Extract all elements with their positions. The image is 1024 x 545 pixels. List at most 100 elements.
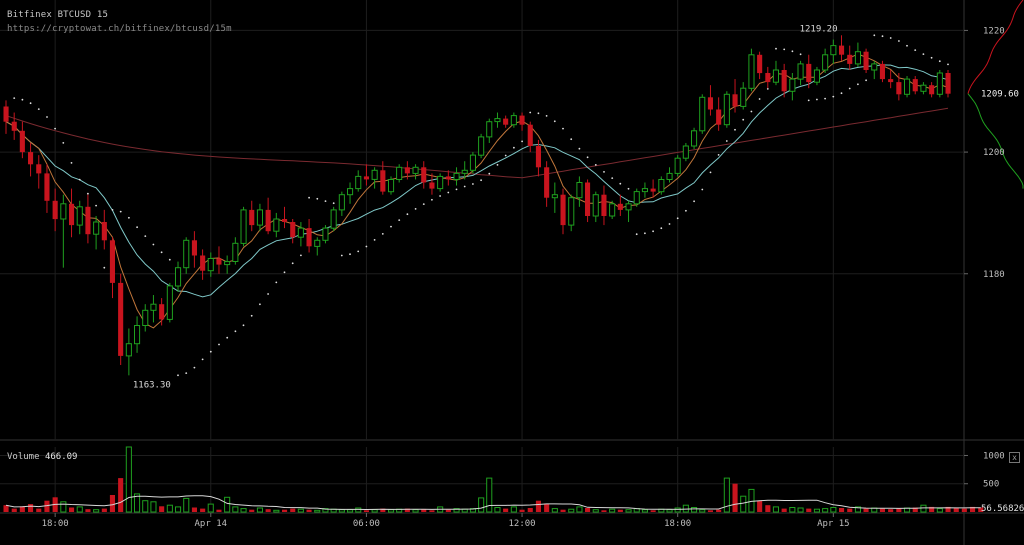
sar-dot	[406, 213, 409, 216]
sar-dot	[332, 202, 335, 205]
volume-bar-up	[510, 506, 517, 513]
sar-dot	[816, 98, 818, 101]
candle-up	[682, 145, 689, 159]
volume-bar-down	[429, 510, 435, 512]
volume-bar-up	[183, 497, 190, 513]
volume-bar-up	[338, 509, 345, 513]
volume-bar-up	[666, 509, 673, 513]
sar-dot	[455, 188, 458, 191]
volume-bar-down	[879, 508, 885, 512]
candle-up	[142, 309, 149, 326]
sar-dot	[160, 251, 163, 254]
sar-dot	[685, 209, 687, 212]
chart-url[interactable]: https://cryptowat.ch/bitfinex/btcusd/15m	[7, 24, 232, 34]
volume-bar-up	[625, 509, 632, 513]
volume-bar-up	[347, 509, 354, 513]
volume-bar-up	[822, 508, 829, 513]
sar-dot	[283, 271, 286, 274]
close-volume-panel-button[interactable]: x	[1009, 452, 1020, 463]
volume-value: 466.09	[44, 452, 78, 462]
candle-down	[3, 106, 9, 122]
sar-dot	[127, 216, 130, 219]
sar-dot	[390, 225, 392, 228]
volume-bar-down	[527, 508, 533, 512]
sar-dot	[37, 108, 40, 110]
volume-bar-down	[85, 509, 91, 512]
sar-dot	[87, 192, 89, 195]
candle-down	[249, 209, 255, 226]
volume-bar-up	[240, 508, 247, 513]
volume-bar-up	[576, 506, 583, 513]
volume-bar-down	[503, 508, 509, 512]
sar-dot	[95, 204, 97, 207]
candle-down	[781, 70, 787, 92]
sar-dot	[635, 233, 638, 236]
sar-dot	[275, 281, 278, 284]
volume-y-tick-label: 1000	[983, 451, 1005, 461]
sar-dot	[906, 44, 908, 47]
sar-dot	[463, 185, 466, 188]
volume-bar-down	[290, 508, 296, 512]
volume-bar-down	[765, 505, 771, 512]
depth-curve	[967, 0, 1024, 189]
sar-dot	[234, 330, 237, 333]
sar-dot	[431, 198, 433, 201]
sar-dot	[54, 127, 56, 130]
sar-dot	[660, 227, 663, 230]
sar-dot	[938, 60, 941, 63]
candle-up	[224, 261, 231, 266]
volume-bar-down	[560, 509, 566, 512]
sar-dot	[750, 110, 753, 113]
candle-up	[830, 45, 837, 56]
sar-dot	[78, 178, 81, 181]
volume-bar-down	[28, 504, 34, 512]
candlesticks	[3, 35, 951, 376]
sar-dot	[177, 374, 179, 377]
sar-dot	[914, 49, 917, 51]
candle-down	[765, 73, 771, 83]
candle-down	[945, 73, 951, 94]
candle-up	[666, 172, 673, 180]
candle-up	[494, 118, 501, 123]
x-tick-label: Apr 15	[817, 519, 850, 529]
sar-dot	[103, 266, 106, 269]
volume-bar-down	[601, 510, 607, 512]
candle-down	[109, 240, 115, 283]
sar-dot	[447, 191, 450, 194]
volume-bar-up	[854, 506, 862, 513]
sar-dot	[513, 146, 515, 149]
x-tick-label: 18:00	[664, 519, 691, 529]
sar-dot	[193, 366, 196, 369]
volume-bar-down	[888, 509, 894, 512]
volume-bar-up	[256, 507, 263, 513]
candle-up	[920, 84, 927, 92]
volume-bar-up	[125, 446, 132, 513]
candle-up	[633, 191, 640, 205]
candle-down	[912, 79, 918, 92]
volume-bar-down	[945, 506, 951, 512]
sar-dot	[504, 154, 507, 157]
volume-bar-down	[847, 508, 853, 512]
sar-dot	[611, 177, 614, 180]
volume-bar-up	[772, 506, 780, 513]
candle-down	[716, 109, 722, 125]
sar-dot	[29, 102, 32, 105]
sar-dot	[807, 99, 810, 102]
volume-bar-up	[478, 497, 485, 513]
sar-dot	[226, 336, 229, 339]
volume-bar-up	[93, 509, 100, 513]
candle-up	[658, 179, 665, 193]
volume-bar-down	[200, 508, 206, 512]
candle-down	[929, 85, 935, 95]
sar-dot	[537, 112, 540, 115]
volume-bar-down	[732, 483, 738, 512]
candle-up	[478, 136, 485, 156]
candle-up	[256, 209, 263, 226]
candle-down	[282, 219, 288, 222]
sar-dot	[168, 258, 171, 261]
volume-bar-up	[592, 509, 599, 513]
volume-bar-down	[19, 506, 25, 512]
sar-dot	[627, 187, 630, 190]
